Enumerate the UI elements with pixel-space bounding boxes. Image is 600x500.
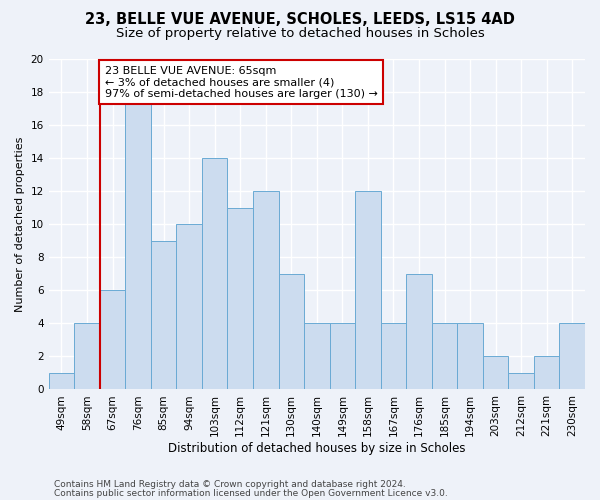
Bar bbox=[151, 241, 176, 390]
Bar bbox=[432, 324, 457, 390]
Bar bbox=[74, 324, 100, 390]
Bar bbox=[125, 92, 151, 390]
X-axis label: Distribution of detached houses by size in Scholes: Distribution of detached houses by size … bbox=[168, 442, 466, 455]
Text: Contains HM Land Registry data © Crown copyright and database right 2024.: Contains HM Land Registry data © Crown c… bbox=[54, 480, 406, 489]
Bar bbox=[559, 324, 585, 390]
Bar bbox=[304, 324, 329, 390]
Text: 23 BELLE VUE AVENUE: 65sqm
← 3% of detached houses are smaller (4)
97% of semi-d: 23 BELLE VUE AVENUE: 65sqm ← 3% of detac… bbox=[105, 66, 378, 99]
Text: Size of property relative to detached houses in Scholes: Size of property relative to detached ho… bbox=[116, 28, 484, 40]
Bar bbox=[457, 324, 483, 390]
Text: 23, BELLE VUE AVENUE, SCHOLES, LEEDS, LS15 4AD: 23, BELLE VUE AVENUE, SCHOLES, LEEDS, LS… bbox=[85, 12, 515, 28]
Text: Contains public sector information licensed under the Open Government Licence v3: Contains public sector information licen… bbox=[54, 488, 448, 498]
Bar bbox=[49, 373, 74, 390]
Bar bbox=[329, 324, 355, 390]
Bar bbox=[534, 356, 559, 390]
Bar bbox=[253, 191, 278, 390]
Bar bbox=[355, 191, 380, 390]
Bar bbox=[278, 274, 304, 390]
Bar bbox=[202, 158, 227, 390]
Bar bbox=[508, 373, 534, 390]
Bar bbox=[483, 356, 508, 390]
Bar bbox=[176, 224, 202, 390]
Bar bbox=[100, 290, 125, 390]
Bar bbox=[227, 208, 253, 390]
Bar bbox=[380, 324, 406, 390]
Y-axis label: Number of detached properties: Number of detached properties bbox=[15, 136, 25, 312]
Bar bbox=[406, 274, 432, 390]
